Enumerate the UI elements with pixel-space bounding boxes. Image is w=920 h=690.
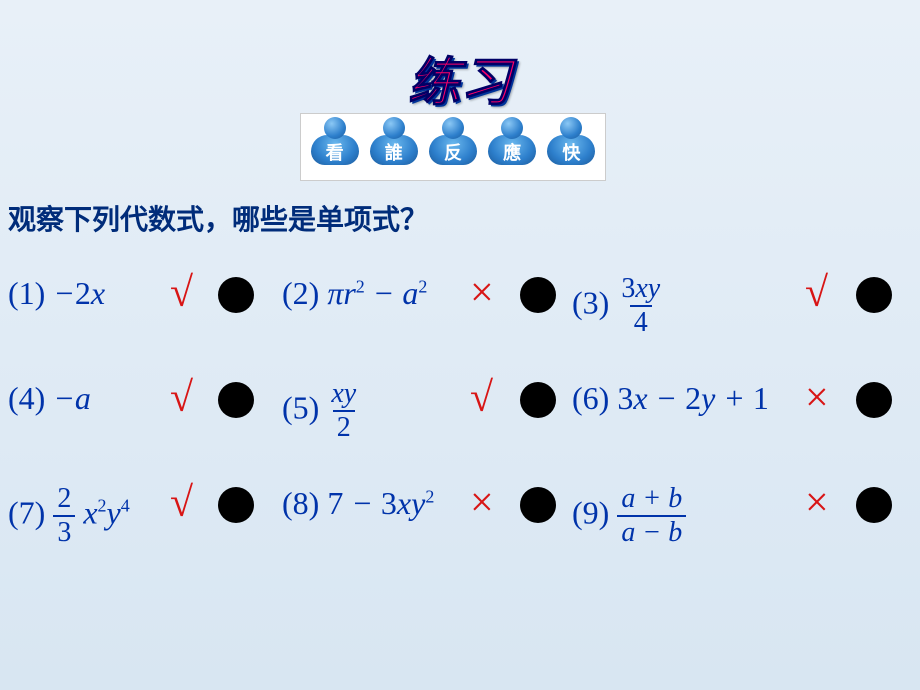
banner-char: 看 [326, 139, 344, 165]
expression-4: (4) −a [8, 380, 91, 417]
cross-mark: × [470, 269, 494, 317]
banner-char: 反 [444, 139, 462, 165]
expression-5: (5) xy2 [282, 380, 360, 442]
smile-icon [516, 378, 560, 422]
msn-icon: 誰 [366, 117, 422, 177]
smile-icon [852, 273, 896, 317]
smile-icon [214, 483, 258, 527]
check-mark: √ [170, 269, 193, 317]
msn-icon: 反 [425, 117, 481, 177]
expression-1: (1) −2x [8, 275, 105, 312]
check-mark: √ [170, 479, 193, 527]
cross-mark: × [805, 479, 829, 527]
check-mark: √ [805, 269, 828, 317]
cross-mark: × [470, 479, 494, 527]
question-text: 观察下列代数式，哪些是单项式？ [8, 198, 428, 238]
expression-7: (7) 23 x2y4 [8, 485, 130, 547]
banner: 看 誰 反 應 快 [300, 113, 606, 181]
frown-icon [516, 273, 560, 317]
frown-icon [852, 378, 896, 422]
banner-char: 誰 [385, 139, 403, 165]
expression-9: (9) a + ba − b [572, 485, 686, 547]
expression-6: (6) 3x − 2y + 1 [572, 380, 769, 417]
banner-char: 快 [562, 139, 580, 165]
banner-char: 應 [503, 139, 521, 165]
page-title: 练习 [408, 40, 512, 115]
smile-icon [214, 273, 258, 317]
cross-mark: × [805, 374, 829, 422]
expression-3: (3) 3xy4 [572, 275, 664, 337]
check-mark: √ [470, 374, 493, 422]
frown-icon [516, 483, 560, 527]
msn-icon: 看 [307, 117, 363, 177]
expression-8: (8) 7 − 3xy2 [282, 485, 434, 522]
check-mark: √ [170, 374, 193, 422]
msn-icon: 快 [543, 117, 599, 177]
smile-icon [214, 378, 258, 422]
expression-2: (2) πr2 − a2 [282, 275, 427, 312]
msn-icon: 應 [484, 117, 540, 177]
frown-icon [852, 483, 896, 527]
